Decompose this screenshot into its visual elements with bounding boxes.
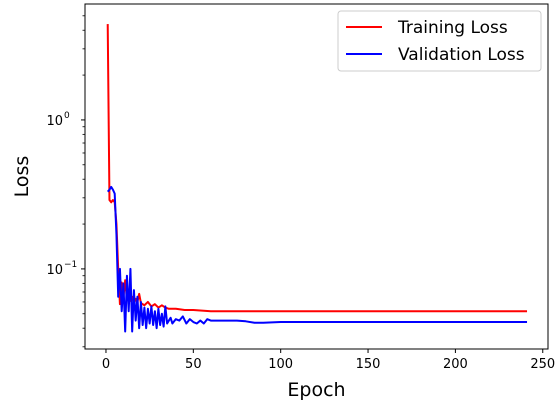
y-tick-label: 10 <box>46 263 63 278</box>
x-tick-label: 200 <box>443 357 468 372</box>
x-tick-label: 0 <box>102 357 110 372</box>
plot-lines <box>106 24 528 333</box>
legend-box <box>337 10 542 72</box>
plot-frame <box>84 3 549 350</box>
y-tick-exponent: 0 <box>64 111 70 121</box>
legend-label-training: Training Loss <box>397 18 508 38</box>
legend: Training Loss Validation Loss <box>337 10 542 72</box>
x-tick-label: 50 <box>185 357 202 372</box>
y-axis-label: Loss <box>11 156 33 198</box>
x-axis-ticks: 0 50 100 150 200 250 <box>102 349 555 372</box>
y-tick-exponent: −1 <box>64 260 77 270</box>
x-tick-label: 250 <box>530 357 555 372</box>
validation-loss-line <box>106 185 528 333</box>
x-axis-label: Epoch <box>287 379 345 401</box>
y-tick-label: 10 <box>46 114 63 129</box>
x-tick-label: 150 <box>356 357 381 372</box>
x-tick-label: 100 <box>268 357 293 372</box>
legend-label-validation: Validation Loss <box>398 45 525 65</box>
